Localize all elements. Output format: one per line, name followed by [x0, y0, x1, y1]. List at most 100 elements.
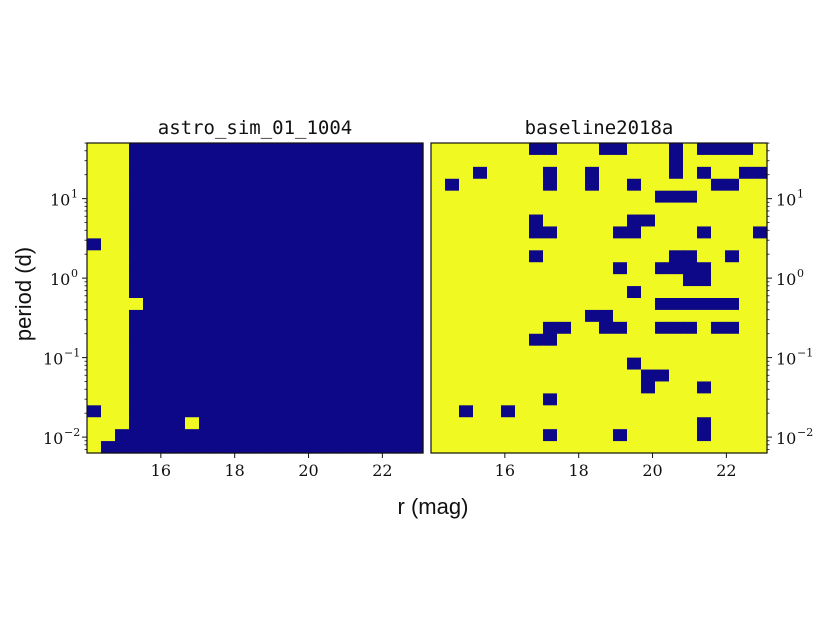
heatmap-cell: [367, 417, 382, 430]
heatmap-cell: [269, 178, 284, 192]
heatmap-cell: [367, 309, 382, 323]
heatmap-cell: [613, 143, 628, 156]
heatmap-cell: [199, 238, 214, 251]
heatmap-cell: [241, 405, 256, 418]
heatmap-cell: [213, 166, 228, 180]
y-tick-label: 10: [776, 270, 796, 289]
heatmap-cell: [227, 190, 242, 204]
heatmap-cell: [557, 143, 572, 156]
heatmap-cell: [543, 166, 558, 180]
heatmap-cell: [585, 298, 600, 311]
heatmap-cell: [269, 417, 284, 430]
heatmap-cell: [459, 298, 474, 311]
heatmap-cell: [395, 333, 410, 347]
heatmap-cell: [613, 202, 628, 216]
heatmap-cell: [711, 178, 726, 192]
heatmap-cell: [115, 429, 130, 442]
heatmap-cell: [395, 214, 410, 228]
heatmap-cell: [227, 274, 242, 287]
heatmap-cell: [409, 262, 424, 275]
heatmap-cell: [473, 333, 488, 347]
heatmap-cell: [753, 429, 768, 442]
heatmap-cell: [473, 238, 488, 251]
heatmap-cell: [683, 429, 698, 442]
heatmap-cell: [501, 262, 516, 275]
heatmap-cell: [725, 154, 740, 168]
heatmap-cell: [459, 321, 474, 335]
heatmap-cell: [725, 226, 740, 239]
heatmap-cell: [241, 238, 256, 251]
heatmap-cell: [459, 393, 474, 406]
heatmap-cell: [753, 321, 768, 335]
heatmap-cell: [115, 417, 130, 430]
heatmap-cell: [283, 357, 298, 371]
x-tick-label: 18: [569, 461, 589, 480]
heatmap-cell: [297, 154, 312, 168]
heatmap-cell: [585, 166, 600, 180]
heatmap-cell: [409, 381, 424, 394]
heatmap-cell: [283, 309, 298, 323]
heatmap-cell: [395, 154, 410, 168]
heatmap-cell: [143, 381, 158, 394]
heatmap-cell: [459, 238, 474, 251]
heatmap-cell: [353, 345, 368, 359]
heatmap-cell: [543, 381, 558, 394]
heatmap-cell: [115, 393, 130, 406]
heatmap-cell: [725, 345, 740, 359]
heatmap-cell: [185, 154, 200, 168]
heatmap-cell: [627, 309, 642, 323]
heatmap-cell: [473, 369, 488, 383]
heatmap-cell: [339, 250, 354, 263]
heatmap-cell: [339, 190, 354, 204]
heatmap-cell: [655, 178, 670, 192]
heatmap-cell: [339, 345, 354, 359]
heatmap-cell: [101, 345, 116, 359]
heatmap-cell: [185, 166, 200, 180]
heatmap-cell: [557, 441, 572, 454]
heatmap-cell: [585, 238, 600, 251]
heatmap-cell: [283, 190, 298, 204]
heatmap-cell: [487, 345, 502, 359]
heatmap-cell: [227, 321, 242, 335]
heatmap-cell: [409, 441, 424, 454]
heatmap-cell: [557, 214, 572, 228]
heatmap-cell: [269, 345, 284, 359]
heatmap-cell: [501, 190, 516, 204]
heatmap-cell: [627, 369, 642, 383]
heatmap-cell: [409, 393, 424, 406]
heatmap-cell: [557, 405, 572, 418]
heatmap-cell: [87, 417, 102, 430]
heatmap-cell: [297, 202, 312, 216]
heatmap-cell: [543, 441, 558, 454]
heatmap-cell: [185, 226, 200, 239]
heatmap-cell: [543, 393, 558, 406]
heatmap-cell: [325, 214, 340, 228]
heatmap-cell: [697, 226, 712, 239]
heatmap-cell: [339, 166, 354, 180]
heatmap-cell: [725, 143, 740, 156]
heatmap-cell: [87, 298, 102, 311]
heatmap-cell: [241, 143, 256, 156]
heatmap-cell: [431, 202, 446, 216]
heatmap-cell: [409, 214, 424, 228]
heatmap-cell: [501, 166, 516, 180]
heatmap-cell: [157, 250, 172, 263]
heatmap-cell: [515, 333, 530, 347]
heatmap-cell: [571, 214, 586, 228]
heatmap-cell: [227, 405, 242, 418]
heatmap-cell: [269, 262, 284, 275]
heatmap-cell: [143, 405, 158, 418]
heatmap-cell: [613, 381, 628, 394]
heatmap-cell: [297, 166, 312, 180]
heatmap-cell: [445, 202, 460, 216]
heatmap-cell: [241, 190, 256, 204]
heatmap-cell: [171, 178, 186, 192]
heatmap-cell: [487, 393, 502, 406]
heatmap-cell: [255, 381, 270, 394]
heatmap-cell: [311, 345, 326, 359]
heatmap-cell: [697, 286, 712, 299]
heatmap-cell: [487, 262, 502, 275]
heatmap-cell: [199, 357, 214, 371]
heatmap-cell: [725, 166, 740, 180]
heatmap-cell: [381, 345, 396, 359]
